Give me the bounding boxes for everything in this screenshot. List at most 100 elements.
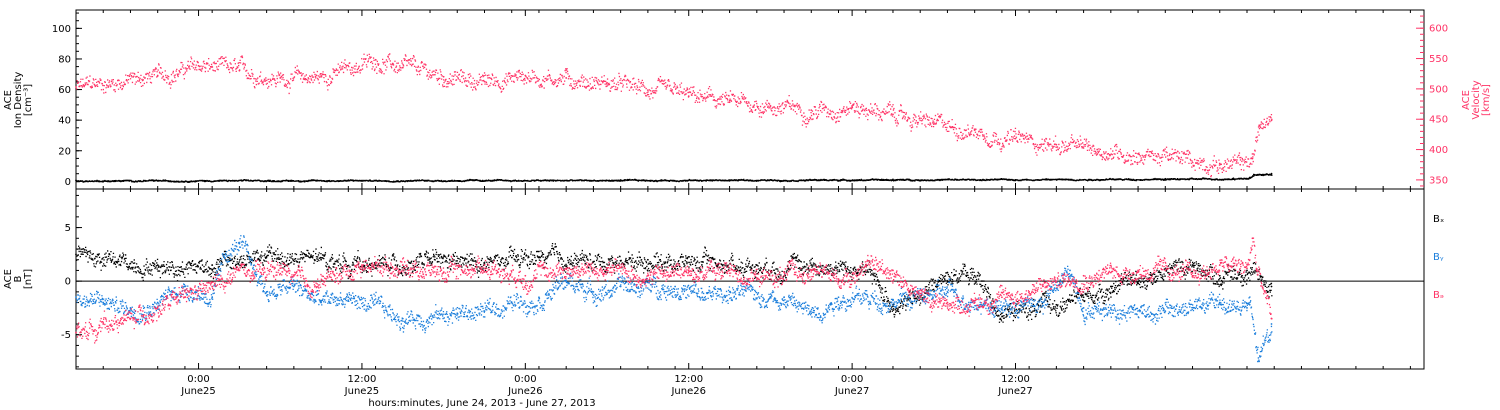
bz-point — [524, 274, 527, 277]
velocity-point — [728, 101, 731, 104]
b-axis-label: ACEB[nT] — [3, 269, 34, 289]
bz-point — [1246, 267, 1248, 270]
density-point — [619, 179, 622, 181]
axis-label-line: [nT] — [23, 269, 34, 289]
x-tick-date: June26 — [507, 386, 543, 397]
velocity-point — [1055, 143, 1058, 146]
bz-point — [102, 323, 105, 325]
velocity-point — [75, 86, 77, 88]
bz-point — [810, 269, 813, 272]
by-point — [538, 296, 540, 299]
axis-label-line: Ion Density — [13, 72, 24, 129]
x-tick-date: June27 — [834, 386, 870, 397]
velocity-axis-ticks: 350 400 450 500 550 600 — [1416, 15, 1448, 187]
legend-by: Bᵧ — [1433, 252, 1444, 263]
bz-point — [184, 296, 186, 299]
density-tick-label: 40 — [58, 116, 71, 127]
by-point — [1270, 323, 1273, 325]
bx-point — [320, 258, 322, 261]
bz-point — [333, 274, 336, 277]
velocity-point — [1014, 137, 1017, 140]
velocity-point — [1137, 152, 1139, 155]
bz-point — [156, 307, 159, 309]
bx-point — [156, 264, 159, 266]
axis-label-line: ACE — [3, 90, 14, 110]
by-point — [1218, 301, 1221, 304]
bx-point — [1191, 264, 1194, 266]
density-point — [892, 178, 894, 181]
bz-point — [129, 317, 132, 320]
axis-label-line: [km/s] — [1481, 84, 1492, 116]
velocity-point — [238, 69, 241, 72]
top-series — [75, 53, 1273, 183]
legend-bz: Bₔ — [1433, 290, 1444, 301]
velocity-tick-label: 600 — [1429, 24, 1448, 35]
by-point — [674, 285, 677, 288]
by-point — [211, 296, 214, 299]
x-tick-time: 12:00 — [1001, 374, 1030, 385]
bz-point — [1191, 274, 1194, 277]
density-point — [75, 179, 77, 182]
bottom-panel: -5 0 5 ACEB[nT] Bₓ Bᵧ Bₔ — [3, 194, 1444, 368]
velocity-point — [851, 104, 854, 107]
by-point — [701, 296, 704, 299]
legend: Bₓ Bᵧ Bₔ — [1433, 214, 1444, 301]
bz-point — [306, 285, 309, 288]
bx-point — [265, 255, 268, 258]
density-point — [1248, 176, 1251, 179]
bz-point — [1028, 290, 1031, 293]
bz-point — [1055, 280, 1058, 283]
bz-point — [1000, 296, 1003, 299]
by-point — [565, 280, 568, 283]
by-point — [1256, 360, 1259, 363]
bz-points — [75, 237, 1273, 344]
x-tick-date: June25 — [344, 386, 380, 397]
bottom-series — [75, 235, 1273, 363]
by-point — [265, 290, 268, 293]
bz-point — [565, 267, 568, 270]
by-point — [510, 301, 513, 304]
bz-point — [728, 269, 731, 272]
velocity-point — [374, 58, 377, 61]
top-panel-frame — [75, 9, 1425, 190]
density-tick-label: 80 — [58, 54, 71, 65]
b-tick-label: 0 — [65, 277, 71, 288]
axis-label-line: ACE — [3, 269, 14, 289]
bx-point — [115, 260, 118, 263]
by-point — [401, 317, 404, 320]
by-point — [320, 301, 322, 304]
x-tick-time: 12:00 — [348, 374, 377, 385]
bx-point — [75, 253, 77, 256]
density-tick-label: 0 — [65, 177, 71, 188]
velocity-point — [279, 77, 282, 79]
velocity-point — [1251, 157, 1254, 160]
bz-point — [211, 285, 214, 288]
velocity-tick-label: 450 — [1429, 115, 1448, 126]
b-tick-label: 5 — [65, 223, 71, 234]
bx-point — [538, 256, 540, 259]
velocity-point — [1270, 119, 1273, 122]
bz-point — [361, 264, 363, 266]
bz-markers — [76, 237, 1273, 344]
bx-point — [592, 260, 595, 263]
density-axis-label: ACEIon Density[cm⁻³] — [3, 72, 34, 129]
by-point — [783, 296, 785, 299]
velocity-point — [565, 77, 568, 79]
bz-point — [1137, 269, 1139, 272]
axis-label-line: [cm⁻³] — [23, 84, 34, 116]
x-tick-date: June26 — [670, 386, 706, 397]
x-tick-date: June25 — [180, 386, 216, 397]
density-point — [1164, 177, 1167, 180]
by-point — [102, 301, 105, 304]
bz-point — [973, 301, 976, 304]
bz-point — [238, 269, 241, 272]
bz-point — [279, 267, 282, 270]
by-point — [456, 312, 459, 315]
bz-point — [1255, 269, 1258, 272]
bz-point — [687, 269, 690, 272]
x-tick-time: 0:00 — [841, 374, 863, 385]
by-point — [238, 242, 241, 245]
by-point — [1109, 307, 1112, 309]
velocity-tick-label: 400 — [1429, 145, 1448, 156]
